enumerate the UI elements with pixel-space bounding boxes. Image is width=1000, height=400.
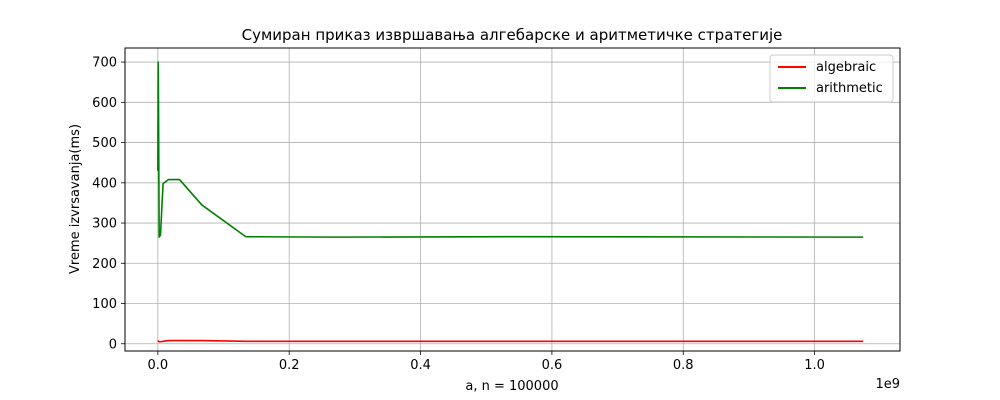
x-tick-label: 0.0 (147, 358, 168, 373)
plot-frame (124, 47, 901, 352)
x-tick-label: 0.8 (673, 358, 694, 373)
x-tick-label: 0.6 (542, 358, 563, 373)
x-axis-label: a, n = 100000 (465, 379, 558, 394)
y-tick-label: 700 (92, 56, 117, 71)
y-tick-label: 200 (92, 257, 117, 272)
y-tick-label: 500 (92, 136, 117, 151)
y-tick-label: 300 (92, 217, 117, 232)
legend-label-arithmetic: arithmetic (816, 81, 883, 96)
y-tick-label: 400 (92, 176, 117, 191)
series-points-algebraic (157, 340, 864, 342)
series-group (157, 61, 864, 343)
grid (125, 48, 900, 351)
y-tick-label: 100 (92, 297, 117, 312)
y-axis-label: Vreme izvrsavanja(ms) (68, 124, 83, 274)
x-tick-label: 1.0 (804, 358, 825, 373)
legend-label-algebraic: algebraic (816, 60, 876, 75)
series-points-arithmetic (157, 62, 864, 238)
legend: algebraic arithmetic (769, 54, 894, 103)
y-tick-label: 600 (92, 96, 117, 111)
axis-ticks: 0.0 0.2 0.4 0.6 0.8 1.0 0 100 200 300 400 500 600 700 (92, 56, 825, 373)
y-tick-label: 0 (109, 337, 117, 352)
series-line-algebraic (157, 339, 864, 343)
x-offset-label: 1e9 (875, 377, 900, 392)
x-tick-label: 0.4 (410, 358, 431, 373)
x-tick-label: 0.2 (279, 358, 300, 373)
chart-title: Сумиран приказ извршавања алгебарске и а… (242, 26, 783, 44)
